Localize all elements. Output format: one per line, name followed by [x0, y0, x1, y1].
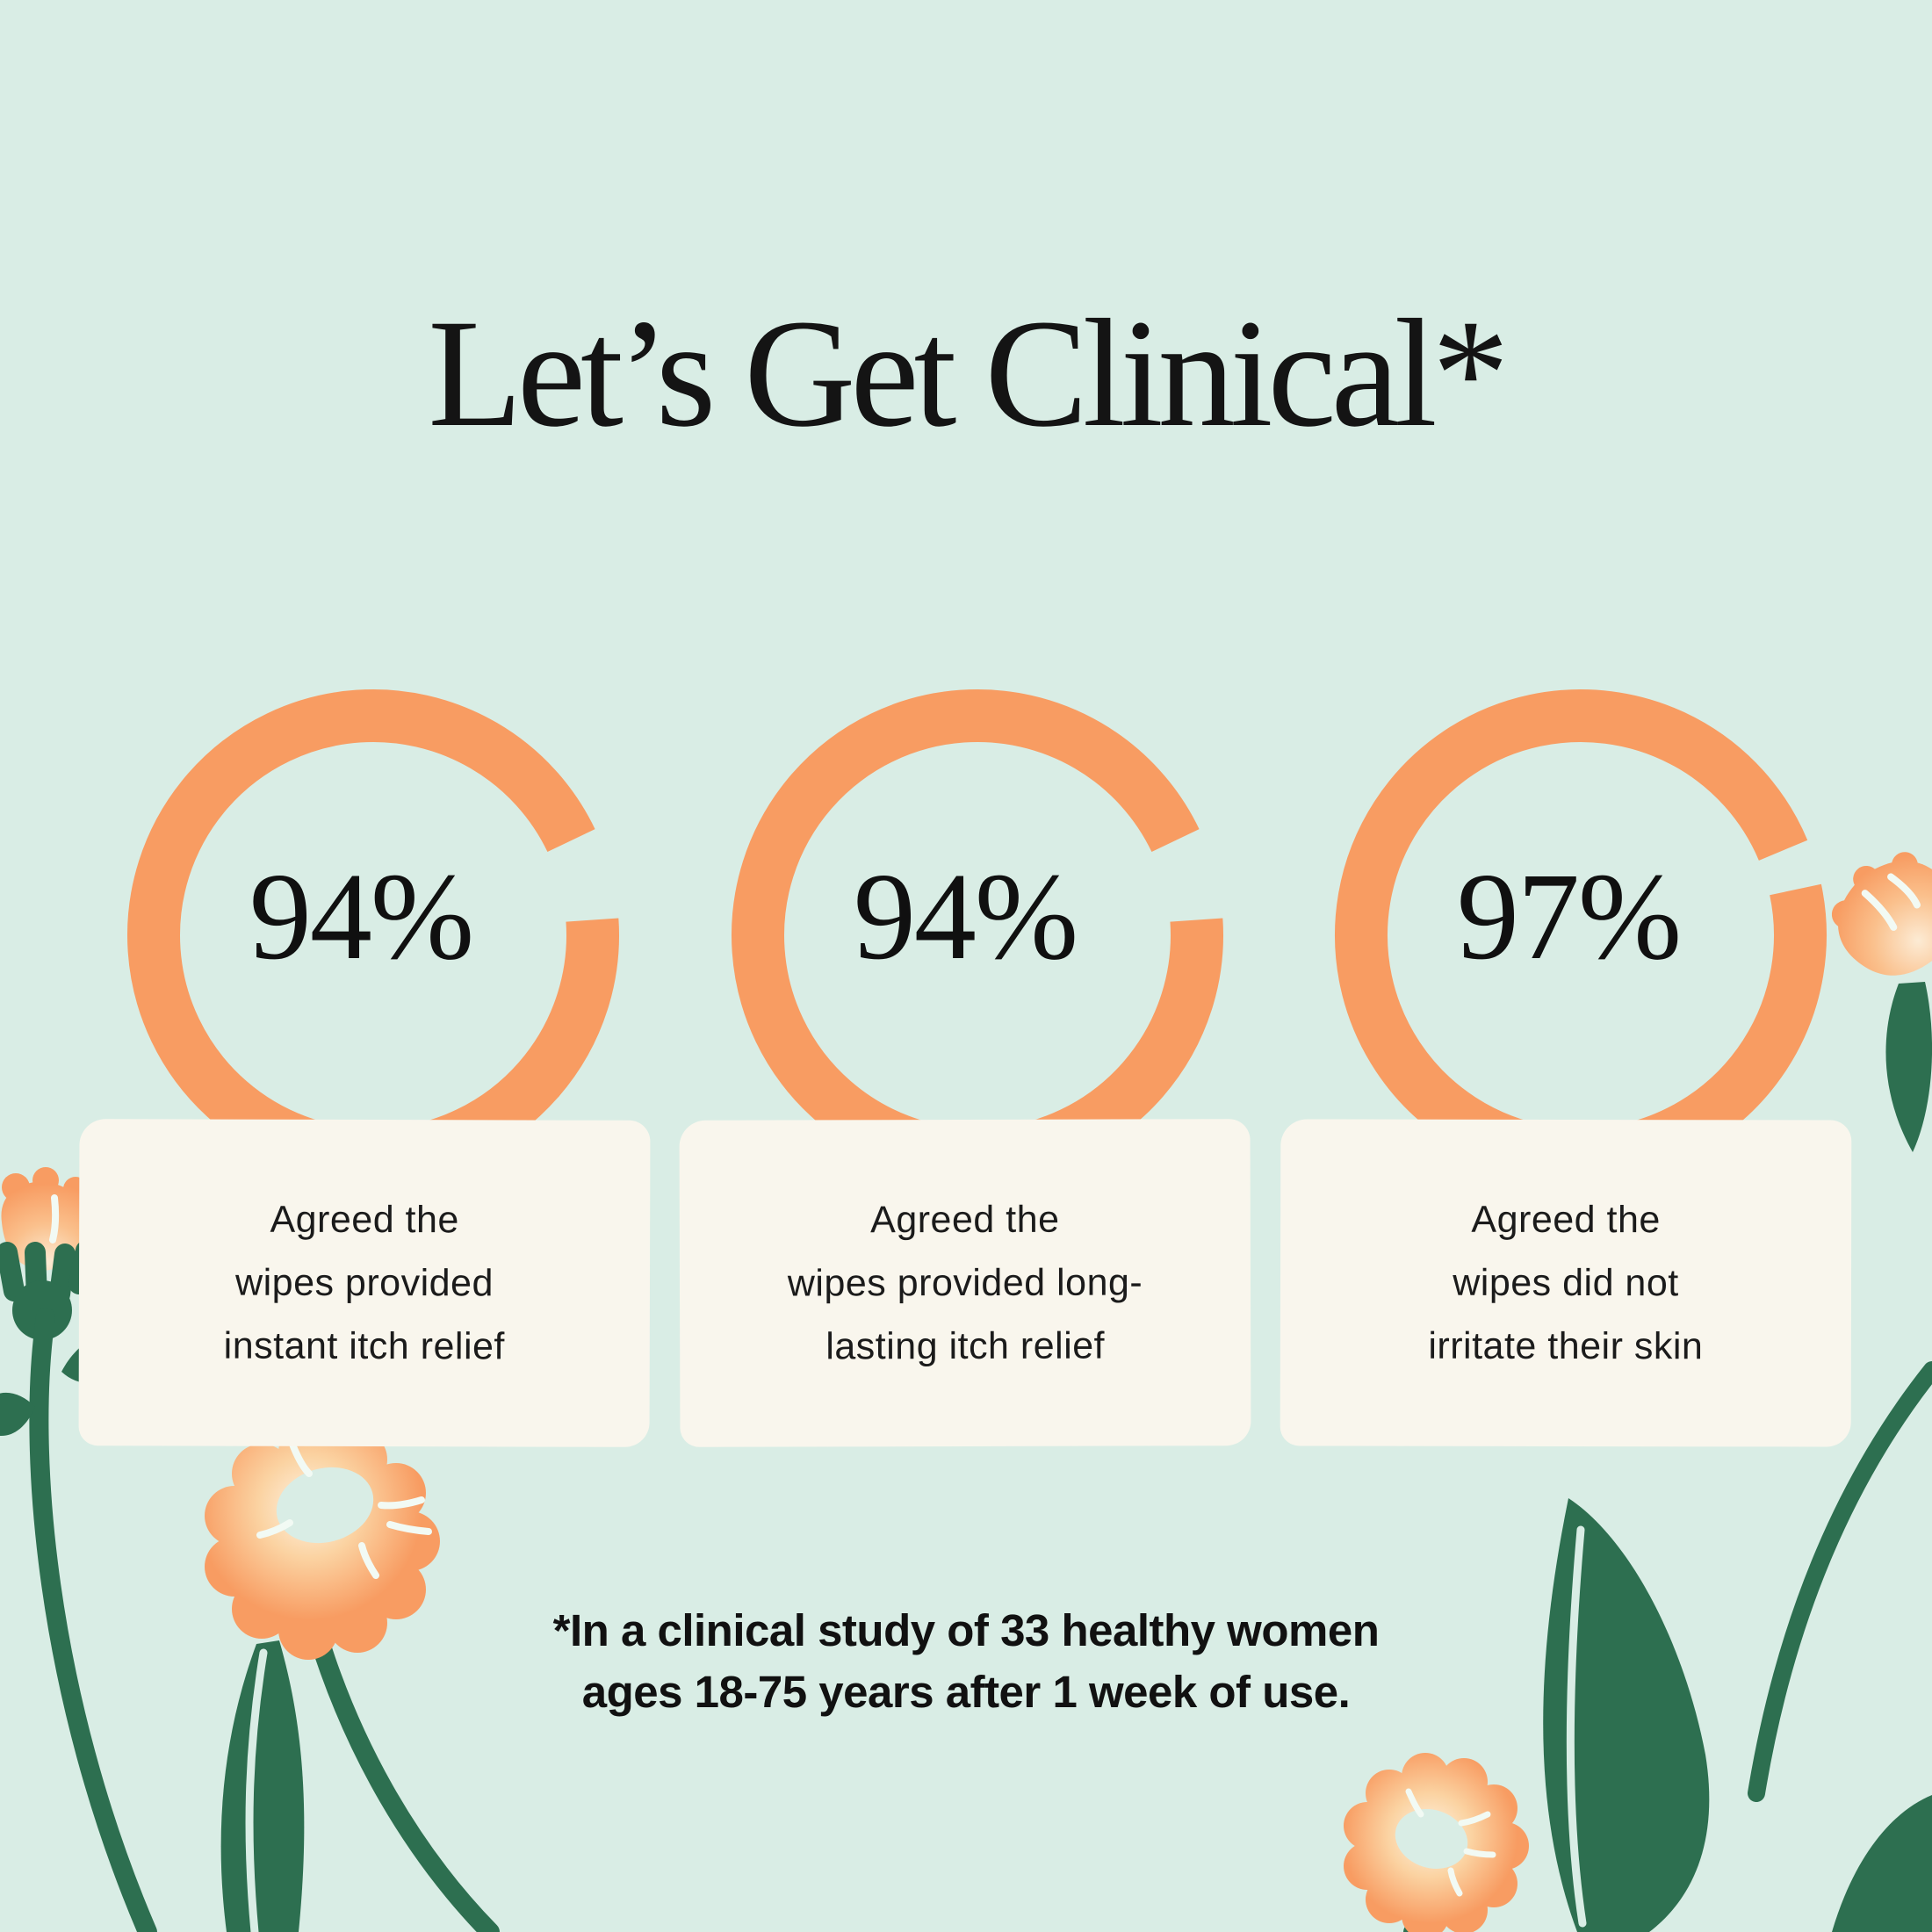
leaf-vein	[245, 1648, 268, 1932]
stem	[308, 1626, 500, 1932]
clinical-study-footnote: *In a clinical study of 33 healthy women…	[0, 1600, 1932, 1723]
leaf-icon	[220, 1640, 305, 1932]
leaf-vein	[1566, 1525, 1587, 1928]
leaf-icon	[1885, 982, 1932, 1152]
footnote-line: ages 18-75 years after 1 week of use.	[581, 1667, 1351, 1717]
stat-card-line: wipes provided long-	[787, 1261, 1143, 1305]
poppy-petal-lines	[256, 1438, 432, 1579]
tulip-flower-icon	[1831, 852, 1932, 976]
marigold-center	[1395, 1809, 1468, 1869]
flower-group-right-edge	[1831, 852, 1932, 1152]
stat-card-line: instant itch relief	[223, 1324, 505, 1368]
leaf-icon	[0, 1393, 35, 1436]
poppy-center	[276, 1467, 374, 1544]
stat-card-line: wipes did not	[1453, 1261, 1679, 1305]
stat-value-2: 94%	[853, 847, 1078, 985]
stat-card-line: Agreed the	[270, 1198, 459, 1242]
marigold-petal-lines	[1405, 1788, 1496, 1897]
stat-card-line: Agreed the	[1471, 1198, 1661, 1242]
stem	[1748, 1361, 1932, 1802]
leaf-icon	[1832, 1795, 1932, 1932]
footnote-line: *In a clinical study of 33 healthy women	[552, 1605, 1380, 1655]
stat-card-line: lasting itch relief	[825, 1324, 1106, 1368]
stat-card-3: Agreed the wipes did not irritate their …	[1280, 1119, 1852, 1447]
stat-card-line: Agreed the	[870, 1198, 1060, 1242]
stat-card-2: Agreed the wipes provided long- lasting …	[679, 1119, 1251, 1447]
stem	[29, 1308, 157, 1932]
stat-card-line: wipes provided	[235, 1261, 494, 1305]
stat-card-line: irritate their skin	[1428, 1324, 1704, 1368]
stat-value-3: 97%	[1456, 847, 1682, 985]
stat-card-1: Agreed the wipes provided instant itch r…	[78, 1119, 651, 1447]
leaf-icon	[1543, 1498, 1710, 1932]
page-title: Let’s Get Clinical*	[428, 288, 1509, 459]
stat-value-1: 94%	[249, 847, 474, 985]
flower-group-bottom-right	[1344, 1361, 1932, 1932]
